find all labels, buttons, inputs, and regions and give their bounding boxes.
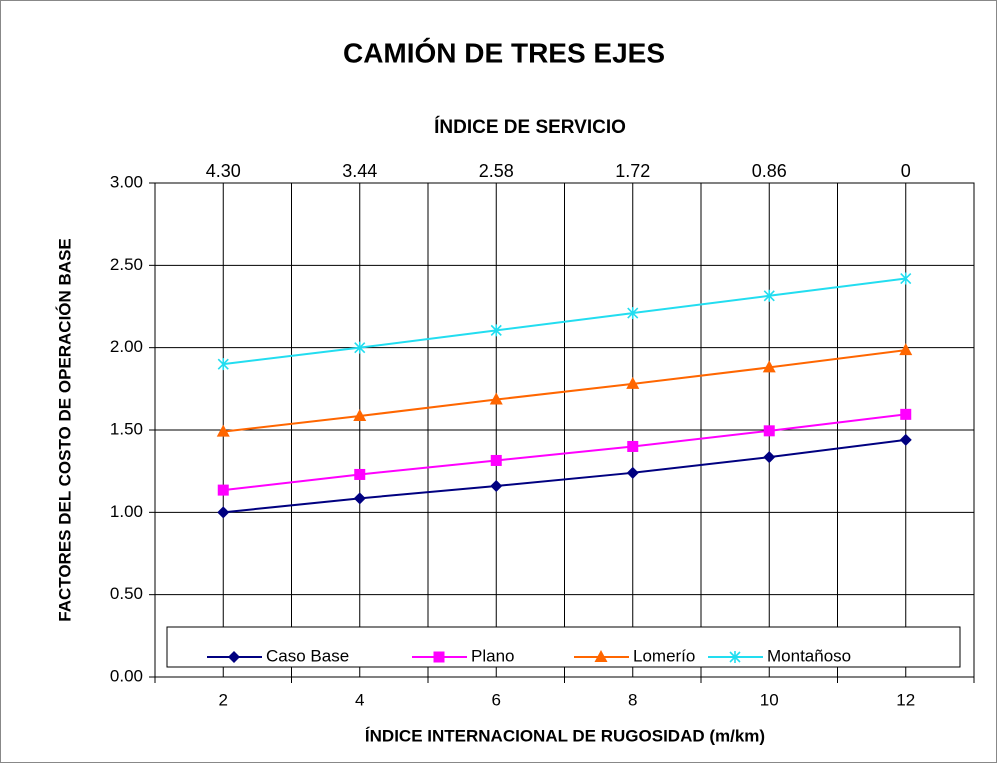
series-line bbox=[223, 277, 906, 366]
x2-tick-label: 2.58 bbox=[479, 161, 514, 181]
y-tick-label: 0.00 bbox=[110, 666, 143, 685]
x2-tick-label: 0 bbox=[901, 161, 911, 181]
x-tick-label: 4 bbox=[355, 690, 364, 709]
x-tick-label: 10 bbox=[760, 690, 779, 709]
legend-label: Plano bbox=[471, 646, 514, 665]
legend-marker bbox=[433, 651, 445, 663]
legend-box bbox=[166, 626, 961, 668]
marker bbox=[627, 307, 639, 320]
series-line bbox=[223, 349, 906, 433]
legend-label: Montañoso bbox=[767, 646, 851, 665]
y-tick-label: 2.50 bbox=[110, 255, 143, 274]
marker bbox=[626, 466, 639, 479]
marker bbox=[353, 492, 366, 505]
marker bbox=[490, 324, 502, 337]
x2-tick-label: 3.44 bbox=[342, 161, 377, 181]
y-tick-label: 2.00 bbox=[110, 337, 143, 356]
legend-marker bbox=[729, 651, 741, 663]
marker bbox=[490, 479, 503, 492]
marker bbox=[216, 424, 230, 437]
y-tick-label: 3.00 bbox=[110, 172, 143, 191]
series-line bbox=[223, 413, 906, 492]
marker bbox=[900, 408, 912, 420]
marker bbox=[763, 451, 776, 464]
legend-marker bbox=[228, 651, 240, 663]
x-axis-title: ÍNDICE INTERNACIONAL DE RUGOSIDAD (m/km) bbox=[365, 726, 765, 745]
x2-tick-label: 1.72 bbox=[615, 161, 650, 181]
marker bbox=[627, 440, 639, 452]
series-line bbox=[223, 438, 906, 514]
marker bbox=[763, 289, 775, 302]
marker bbox=[490, 454, 502, 466]
legend-label: Lomerío bbox=[633, 646, 695, 665]
x-tick-label: 2 bbox=[219, 690, 228, 709]
y-tick-label: 1.50 bbox=[110, 419, 143, 438]
marker bbox=[217, 358, 229, 371]
marker bbox=[899, 433, 912, 446]
x2-tick-label: 0.86 bbox=[752, 161, 787, 181]
y-tick-label: 0.50 bbox=[110, 584, 143, 603]
x-tick-label: 6 bbox=[492, 690, 501, 709]
marker bbox=[353, 409, 367, 422]
y-tick-label: 1.00 bbox=[110, 502, 143, 521]
chart-title: CAMIÓN DE TRES EJES bbox=[343, 37, 665, 68]
marker bbox=[354, 468, 366, 480]
marker bbox=[354, 341, 366, 354]
x2-axis-title: ÍNDICE DE SERVICIO bbox=[434, 116, 626, 138]
x2-tick-label: 4.30 bbox=[206, 161, 241, 181]
marker bbox=[626, 376, 640, 389]
marker bbox=[217, 506, 230, 519]
legend-marker bbox=[594, 650, 608, 662]
marker bbox=[900, 272, 912, 285]
marker bbox=[217, 484, 229, 496]
x-tick-label: 12 bbox=[896, 690, 915, 709]
legend-label: Caso Base bbox=[266, 646, 349, 665]
marker bbox=[763, 425, 775, 437]
x-tick-label: 8 bbox=[628, 690, 637, 709]
plot-border bbox=[154, 182, 975, 678]
marker bbox=[899, 343, 913, 356]
marker bbox=[762, 360, 776, 373]
marker bbox=[489, 392, 503, 405]
y-axis-title: FACTORES DEL COSTO DE OPERACIÓN BASE bbox=[55, 238, 74, 622]
